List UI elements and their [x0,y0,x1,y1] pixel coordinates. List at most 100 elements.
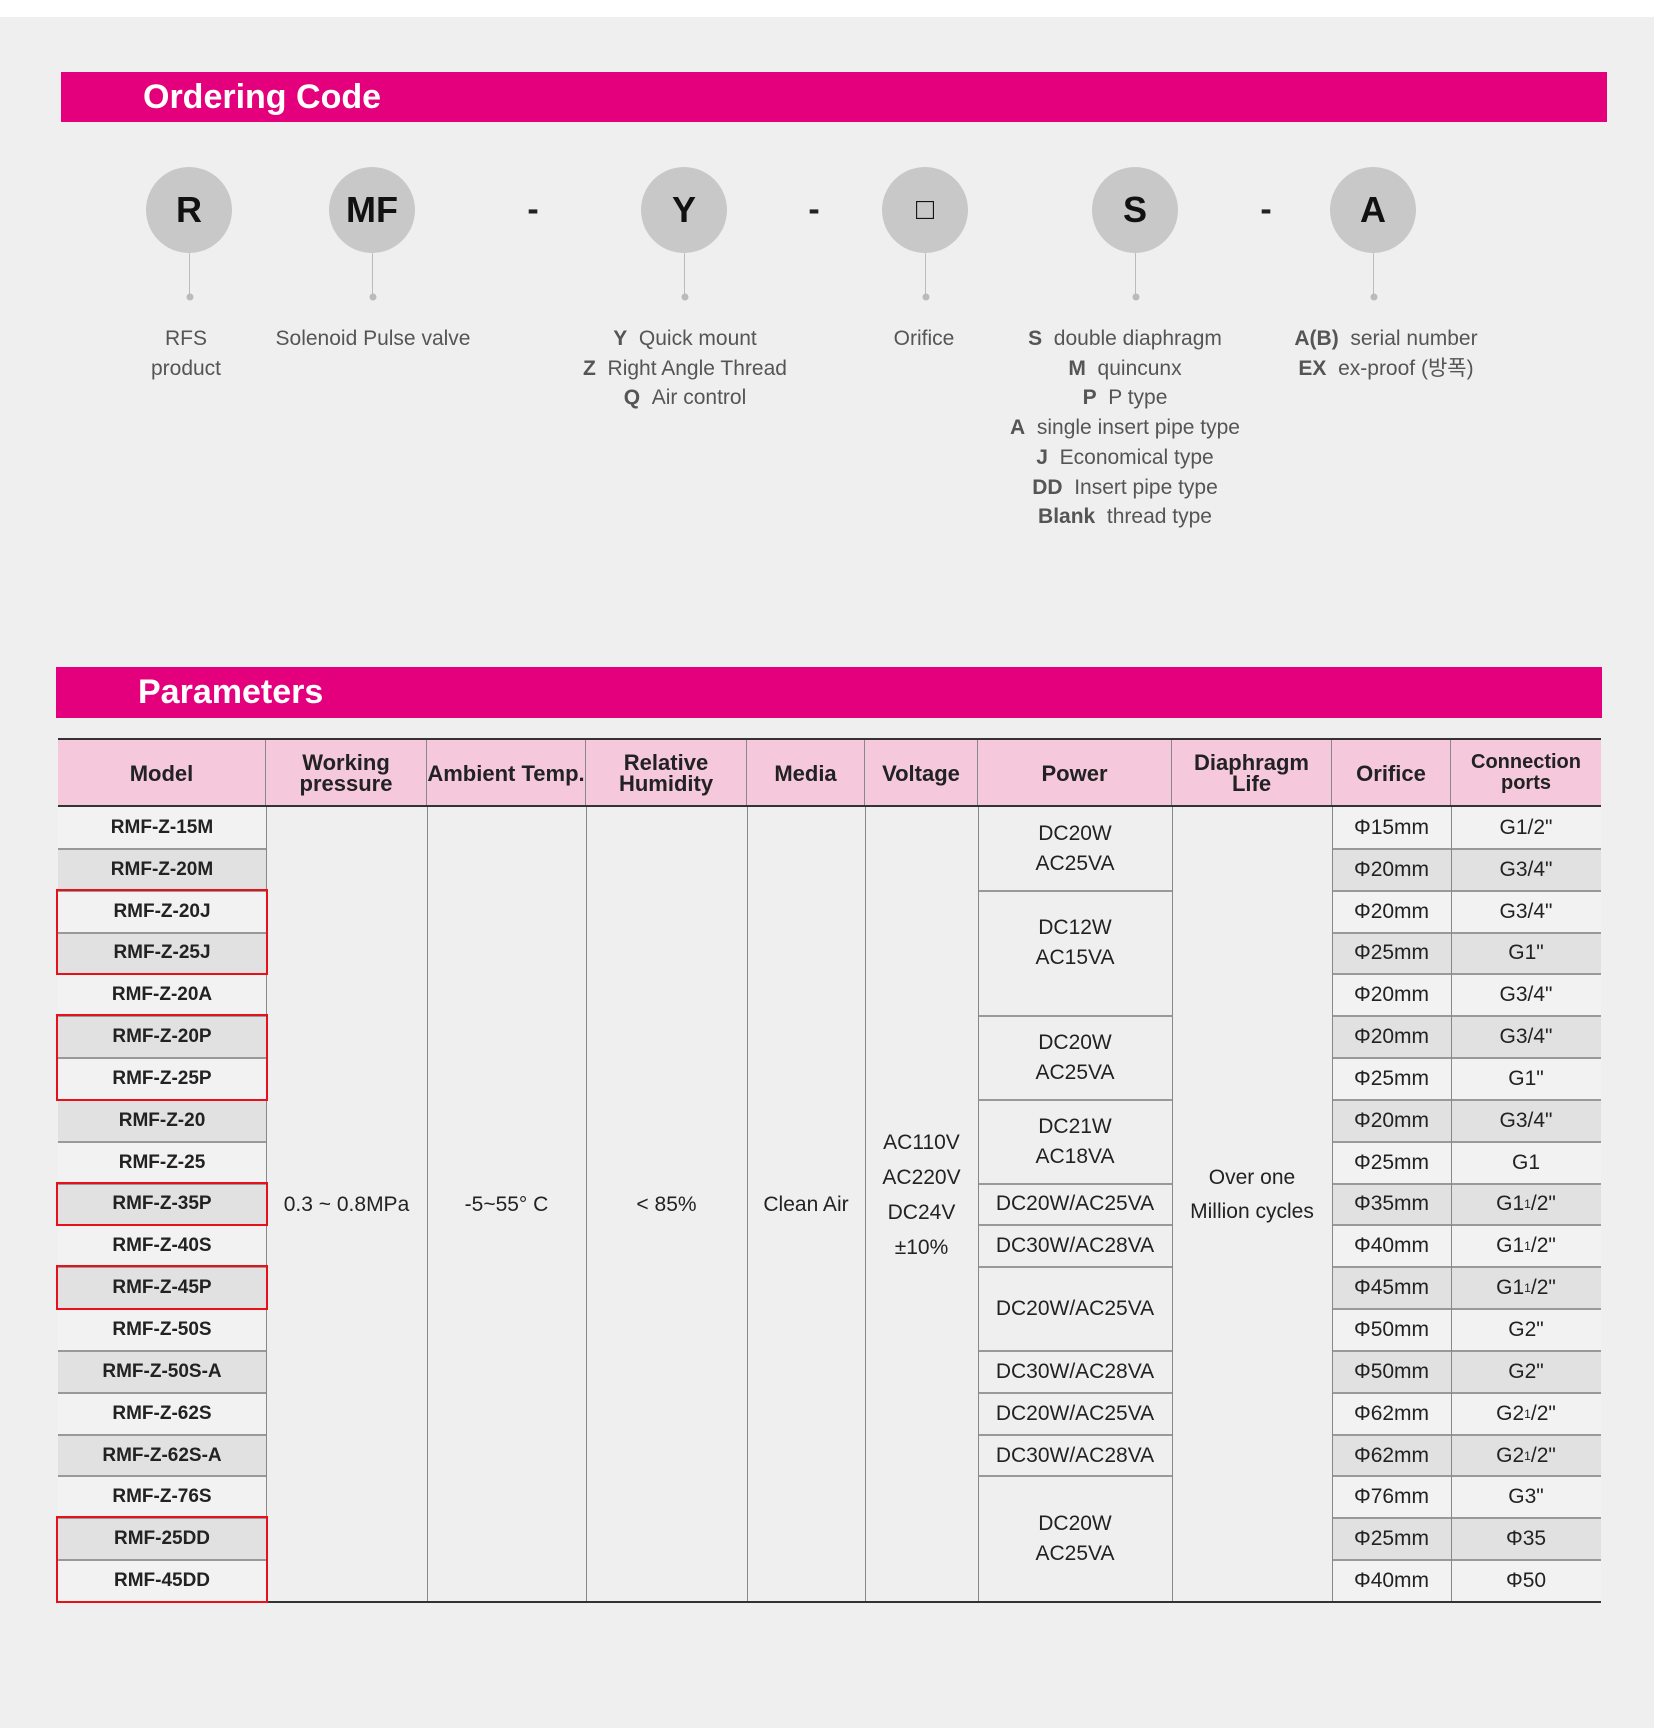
ambient-temp-cell: -5~55° C [464,1192,549,1216]
model-cell: RMF-Z-20P [58,1016,266,1059]
orifice-cell: Φ25mm [1332,1141,1451,1184]
description-line: J Economical type [1010,443,1240,473]
option-code: Q [623,386,641,410]
orifice-cell: Φ20mm [1332,890,1451,933]
power-cell: DC30W/AC28VA [978,1435,1172,1477]
power-divider [978,889,1172,892]
power-divider [978,1098,1172,1101]
description-line: DD Insert pipe type [1010,473,1240,503]
option-code: J [1036,445,1048,469]
power-divider [978,1433,1172,1436]
row-divider [1332,931,1601,934]
row-divider [58,889,266,892]
connection-port-cell: Φ35 [1451,1518,1601,1561]
option-code: Blank [1038,505,1096,529]
connection-port-cell: G3/4" [1451,848,1601,891]
column-header: Connection ports [1451,740,1601,806]
model-cell: RMF-Z-20M [58,848,266,891]
column-divider [1172,807,1173,1602]
connection-port-cell: G1" [1451,932,1601,975]
model-cell: RMF-45DD [58,1560,266,1602]
option-code: P [1082,386,1097,410]
row-divider [1332,1308,1601,1311]
option-label: Economical type [1059,445,1214,469]
power-cell: DC21W AC18VA [978,1100,1172,1184]
row-divider [1332,1559,1601,1562]
orifice-cell: Φ20mm [1332,848,1451,891]
row-divider [1332,1057,1601,1060]
orifice-cell: Φ20mm [1332,1016,1451,1059]
row-divider [58,1475,266,1478]
column-header: Media [747,740,865,806]
code-description-0: RFS product [151,324,221,383]
power-divider [978,1182,1172,1185]
option-code: Y [613,327,628,350]
connection-port-cell: G3/4" [1451,890,1601,933]
model-cell: RMF-Z-20A [58,974,266,1017]
model-cell: RMF-Z-25J [58,932,266,975]
connection-port-cell: G1" [1451,1058,1601,1100]
table-bottom-rule [58,1601,1601,1603]
power-value: DC20W [1038,821,1112,845]
column-header: Voltage [865,740,978,806]
orifice-cell: Φ40mm [1332,1560,1451,1602]
orifice-cell: Φ50mm [1332,1309,1451,1351]
row-divider [58,1182,266,1185]
power-cell: DC30W/AC28VA [978,1351,1172,1393]
separator-dash: - [527,190,539,229]
power-cell: DC30W/AC28VA [978,1225,1172,1267]
orifice-cell: Φ20mm [1332,974,1451,1017]
connection-port-cell: G3" [1451,1476,1601,1519]
power-cell: DC20W AC25VA [978,1476,1172,1602]
power-value: AC18VA [1035,1144,1115,1168]
connection-port-cell: G2 1/2" [1451,1392,1601,1435]
power-value: AC25VA [1035,1542,1115,1566]
description-line: P P type [1010,383,1240,413]
description-line: Orifice [894,324,955,354]
description-line: RFS [151,324,221,354]
voltage-cell: AC110V AC220V DC24V ±10% [865,797,978,1592]
row-divider [1332,1224,1601,1227]
humidity-cell: < 85% [636,1192,697,1216]
power-value: AC25VA [1035,1061,1115,1085]
power-value: AC15VA [1035,946,1115,970]
option-code: DD [1032,475,1063,499]
row-divider [58,931,266,934]
row-divider [58,1391,266,1394]
connector-dot [922,293,929,301]
orifice-cell: Φ25mm [1332,1518,1451,1561]
code-circle-4: S [1092,167,1178,253]
column-divider [747,807,748,1602]
orifice-cell: Φ40mm [1332,1225,1451,1268]
description-line: Q Air control [583,383,787,413]
option-label: P type [1108,386,1168,410]
description-line: S double diaphragm [1010,324,1240,354]
orifice-cell: Φ45mm [1332,1267,1451,1310]
diaphragm-life-cell: Over one Million cycles [1172,797,1332,1592]
power-divider [978,1475,1172,1478]
connection-port-cell: G2 1/2" [1451,1434,1601,1477]
orifice-cell: Φ15mm [1332,807,1451,849]
highlight-box [56,1265,268,1311]
power-cell: DC20W/AC25VA [978,1393,1172,1435]
option-label: Solenoid Pulse valve [275,327,471,350]
ordering-code-title: Ordering Code [143,77,382,116]
row-divider [58,1433,266,1436]
power-value: DC20W [1038,1512,1112,1536]
power-value: DC20W/AC25VA [995,1401,1155,1425]
orifice-cell: Φ25mm [1332,1058,1451,1100]
model-cell: RMF-Z-50S [58,1309,266,1351]
power-value: DC30W/AC28VA [995,1443,1155,1467]
voltage-value: AC220V [882,1165,961,1189]
row-divider [1332,847,1601,850]
code-letter: □ [915,193,935,226]
description-line: product [151,354,221,384]
row-divider [58,1015,266,1018]
voltage-value: DC24V [887,1200,956,1224]
power-value: AC25VA [1035,851,1115,875]
model-cell: RMF-Z-25 [58,1141,266,1184]
code-letter: A [1360,189,1386,230]
media-cell: Clean Air [763,1192,849,1216]
connection-port-cell: G1 1/2" [1451,1225,1601,1268]
row-divider [1332,1475,1601,1478]
